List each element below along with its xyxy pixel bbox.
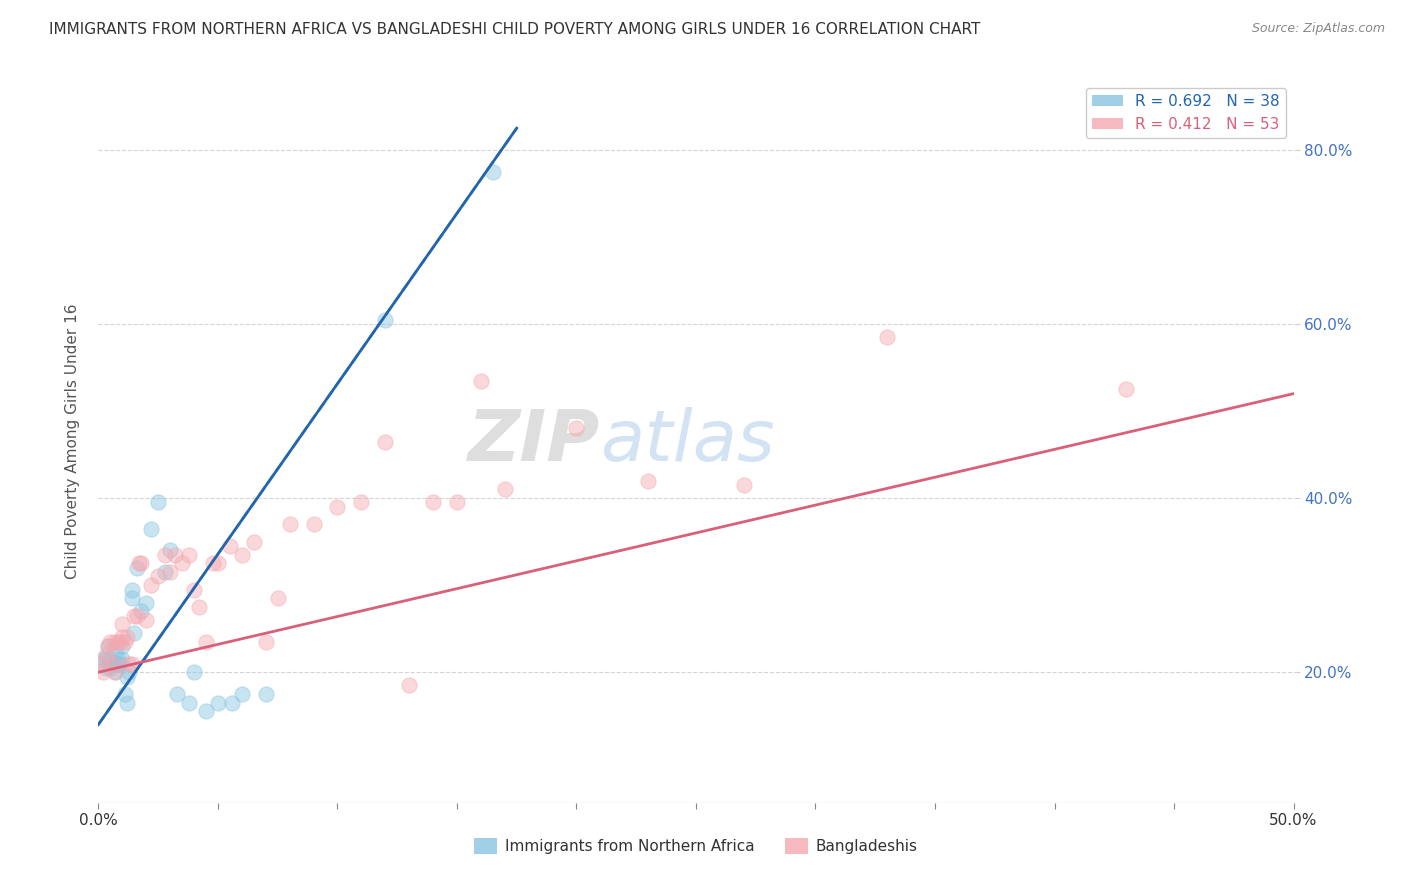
Point bbox=[166, 687, 188, 701]
Point bbox=[207, 557, 229, 571]
Point bbox=[111, 652, 134, 666]
Point bbox=[446, 495, 468, 509]
Point bbox=[278, 517, 301, 532]
Point bbox=[163, 548, 186, 562]
Point bbox=[326, 500, 349, 514]
Point bbox=[115, 669, 138, 683]
Point bbox=[121, 591, 143, 606]
Point bbox=[254, 687, 277, 701]
Point bbox=[195, 634, 218, 648]
Point bbox=[221, 696, 243, 710]
Point bbox=[94, 652, 117, 666]
Point bbox=[565, 421, 588, 435]
Point bbox=[187, 599, 209, 614]
Point bbox=[94, 661, 117, 675]
Point bbox=[231, 548, 253, 562]
Point bbox=[254, 634, 277, 648]
Point bbox=[118, 657, 141, 671]
Point bbox=[481, 164, 505, 178]
Point bbox=[107, 657, 129, 671]
Point bbox=[733, 478, 755, 492]
Point bbox=[179, 548, 201, 562]
Text: atlas: atlas bbox=[600, 407, 775, 476]
Point bbox=[374, 434, 396, 449]
Point bbox=[155, 548, 177, 562]
Point bbox=[98, 634, 122, 648]
Point bbox=[139, 578, 162, 592]
Text: IMMIGRANTS FROM NORTHERN AFRICA VS BANGLADESHI CHILD POVERTY AMONG GIRLS UNDER 1: IMMIGRANTS FROM NORTHERN AFRICA VS BANGL… bbox=[49, 22, 980, 37]
Point bbox=[302, 517, 325, 532]
Point bbox=[135, 596, 157, 610]
Point bbox=[98, 661, 122, 675]
Point bbox=[98, 652, 122, 666]
Point bbox=[155, 565, 177, 579]
Point bbox=[111, 639, 134, 653]
Point bbox=[94, 648, 117, 662]
Point bbox=[195, 705, 218, 719]
Point bbox=[124, 626, 146, 640]
Point bbox=[131, 557, 153, 571]
Point bbox=[159, 543, 181, 558]
Point bbox=[398, 678, 420, 692]
Point bbox=[139, 522, 162, 536]
Text: ZIP: ZIP bbox=[468, 407, 600, 476]
Point bbox=[267, 591, 290, 606]
Point bbox=[179, 696, 201, 710]
Text: Source: ZipAtlas.com: Source: ZipAtlas.com bbox=[1251, 22, 1385, 36]
Point bbox=[115, 631, 138, 645]
Point bbox=[183, 665, 205, 680]
Point bbox=[159, 565, 181, 579]
Point bbox=[91, 665, 114, 680]
Point bbox=[107, 634, 129, 648]
Point bbox=[876, 330, 898, 344]
Y-axis label: Child Poverty Among Girls Under 16: Child Poverty Among Girls Under 16 bbox=[65, 304, 80, 579]
Point bbox=[219, 539, 242, 553]
Point bbox=[374, 312, 396, 326]
Point bbox=[121, 582, 143, 597]
Point bbox=[470, 374, 492, 388]
Legend: Immigrants from Northern Africa, Bangladeshis: Immigrants from Northern Africa, Banglad… bbox=[468, 832, 924, 860]
Point bbox=[101, 657, 124, 671]
Point bbox=[115, 696, 138, 710]
Point bbox=[104, 665, 127, 680]
Point bbox=[183, 582, 205, 597]
Point bbox=[243, 534, 266, 549]
Point bbox=[114, 687, 136, 701]
Point bbox=[108, 634, 131, 648]
Point bbox=[111, 617, 134, 632]
Point bbox=[231, 687, 253, 701]
Point bbox=[125, 608, 148, 623]
Point bbox=[148, 495, 170, 509]
Point bbox=[207, 696, 229, 710]
Point bbox=[172, 557, 194, 571]
Point bbox=[108, 657, 131, 671]
Point bbox=[111, 631, 134, 645]
Point bbox=[148, 569, 170, 583]
Point bbox=[131, 604, 153, 618]
Point bbox=[104, 643, 127, 657]
Point bbox=[97, 639, 120, 653]
Point bbox=[118, 665, 141, 680]
Point bbox=[128, 557, 150, 571]
Point bbox=[494, 483, 516, 497]
Point bbox=[104, 665, 127, 680]
Point bbox=[124, 608, 146, 623]
Point bbox=[125, 561, 148, 575]
Point bbox=[350, 495, 373, 509]
Point bbox=[114, 634, 136, 648]
Point bbox=[637, 474, 659, 488]
Point bbox=[101, 657, 124, 671]
Point bbox=[422, 495, 444, 509]
Point bbox=[91, 652, 114, 666]
Point bbox=[1115, 382, 1137, 396]
Point bbox=[202, 557, 225, 571]
Point bbox=[107, 652, 129, 666]
Point bbox=[97, 639, 120, 653]
Point bbox=[90, 657, 112, 671]
Point bbox=[121, 657, 143, 671]
Point bbox=[135, 613, 157, 627]
Point bbox=[104, 634, 127, 648]
